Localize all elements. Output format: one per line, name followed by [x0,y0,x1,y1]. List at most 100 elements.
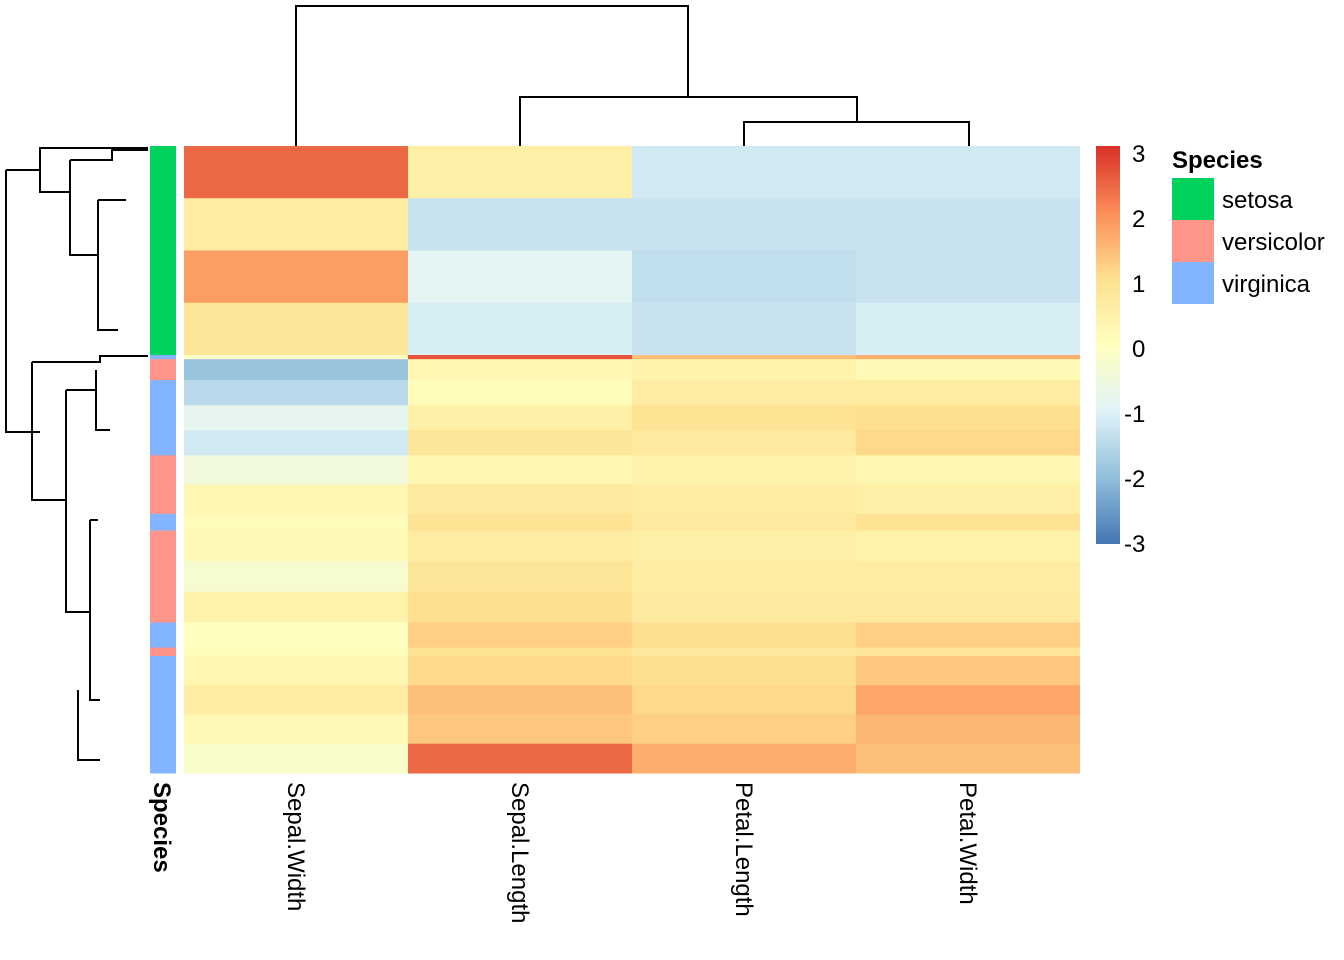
heatmap-cell [408,743,632,774]
heatmap-cell [856,355,1080,360]
heatmap-cell [632,405,856,431]
heatmap-cell [408,530,632,562]
heatmap-cell [856,146,1080,199]
heatmap-cell [632,622,856,649]
heatmap-cell [408,355,632,360]
row-dendro-branch [97,200,118,331]
heatmap-cell [632,146,856,199]
row-dendrogram [5,147,148,761]
heatmap-cell [184,622,408,649]
column-label-petal-width: Petal.Width [954,782,981,905]
heatmap-cell [856,198,1080,251]
heatmap-cell [408,513,632,532]
row-dendro-branch [6,147,148,171]
heatmap-cell [184,530,408,562]
heatmap-cell [632,198,856,251]
heatmap-cell [408,622,632,649]
colorbar-tick-label: -2 [1124,466,1145,493]
column-dendrogram [295,5,970,146]
heatmap-cell [184,685,408,715]
row-dendro-branch [65,390,90,613]
column-label-sepal-width: Sepal.Width [282,782,309,911]
row-dendro-branch [69,160,98,256]
heatmap-cell [184,359,408,381]
heatmap-cell [632,714,856,745]
colorbar-tick-label: -1 [1124,401,1145,428]
column-label-sepal-length: Sepal.Length [506,782,533,923]
heatmap-cell [632,355,856,360]
colorbar-tick-label: 0 [1132,336,1145,363]
heatmap-cell [856,561,1080,593]
heatmap-cell [856,513,1080,532]
heatmap-cell [856,302,1080,356]
heatmap-cell [856,685,1080,715]
row-dendro-branch [70,149,148,161]
row-dendro-branch [31,362,66,501]
heatmap-cell [408,561,632,593]
heatmap-cell [632,250,856,304]
heatmap-cell [408,250,632,304]
heatmap-cell [632,380,856,406]
heatmap-cell [632,302,856,356]
heatmap-cell [184,405,408,431]
heatmap-cell [184,591,408,624]
annotation-block-versicolor [150,647,176,657]
heatmap-cell [184,380,408,406]
heatmap-cell [856,530,1080,562]
heatmap-cell [856,743,1080,774]
annotation-block-versicolor [150,530,176,624]
heatmap-cell [632,359,856,381]
colorbar-tick-label: 1 [1132,271,1145,298]
annotation-block-virginica [150,655,176,774]
heatmap-cell [856,430,1080,456]
legend-swatch-virginica [1172,262,1214,304]
heatmap-cell [632,530,856,562]
row-dendro-branch [32,355,148,363]
annotation-block-virginica [150,380,176,456]
row-dendro-root [5,170,40,433]
column-label-petal-length: Petal.Length [730,782,757,917]
heatmap-cell [408,380,632,406]
heatmap-cell [184,455,408,486]
heatmap-cell [856,714,1080,745]
annotation-block-virginica [150,355,176,360]
legend-label-setosa: setosa [1222,187,1293,214]
heatmap-cell [408,359,632,381]
legend-swatch-setosa [1172,178,1214,220]
heatmap-cell [184,743,408,774]
colorbar-ticks: 3 2 1 0 -1 -2 -3 [1124,141,1145,558]
species-legend: Species setosa versicolor virginica [1172,147,1325,304]
heatmap-cell [856,250,1080,304]
heatmap-cell [856,647,1080,657]
heatmap-cell [408,455,632,486]
heatmap-cell [184,513,408,532]
heatmap-cell [632,655,856,686]
annotation-label-species: Species [148,782,175,873]
heatmap-cell [856,455,1080,486]
col-dendro-branch [743,121,970,146]
heatmap-cell [632,561,856,593]
legend-label-versicolor: versicolor [1222,229,1325,256]
heatmap-cell [856,622,1080,649]
colorbar [1096,146,1120,544]
legend-label-virginica: virginica [1222,271,1311,298]
row-dendro-branch [39,170,70,193]
heatmap-cell [184,430,408,456]
heatmap-cell [856,484,1080,515]
heatmap-cell [856,591,1080,624]
heatmap-cell [632,743,856,774]
heatmap-cell [408,430,632,456]
heatmap-cell [408,484,632,515]
heatmap-cell [632,455,856,486]
heatmap-cell [408,146,632,199]
row-dendro-branch [77,690,100,761]
legend-swatch-versicolor [1172,220,1214,262]
annotation-block-versicolor [150,455,176,515]
colorbar-tick-label: 2 [1132,206,1145,233]
heatmap-cell [632,591,856,624]
heatmap-cell [632,513,856,532]
annotation-block-virginica [150,513,176,532]
heatmap-cell [408,405,632,431]
heatmap-cell [408,647,632,657]
